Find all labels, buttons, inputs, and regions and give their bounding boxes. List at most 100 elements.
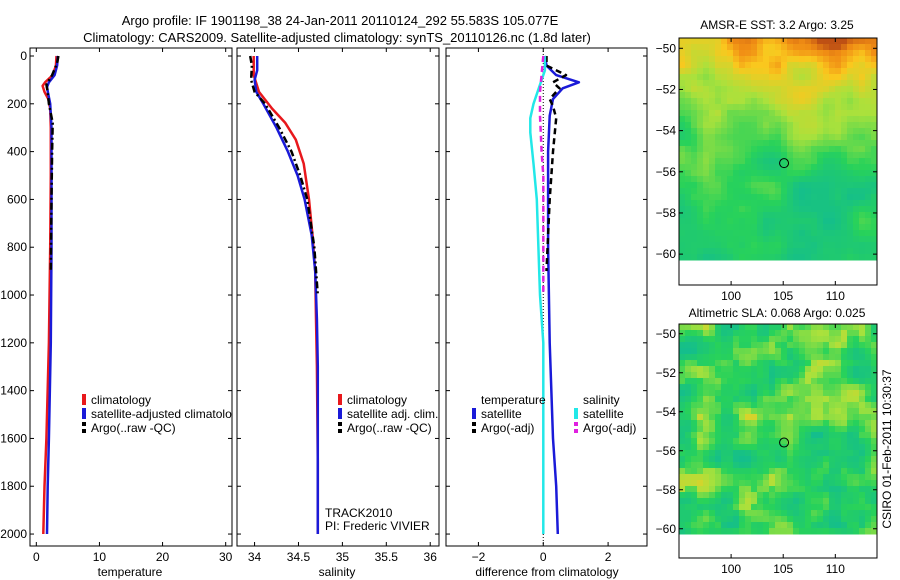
map-cell	[685, 324, 692, 331]
map-cell	[835, 146, 842, 153]
map-cell	[733, 212, 740, 219]
map-cell	[817, 146, 824, 153]
map-cell	[805, 200, 812, 207]
map-cell	[811, 384, 818, 391]
map-cell	[709, 414, 716, 421]
map-cell	[811, 38, 818, 45]
map-cell	[793, 354, 800, 361]
map-cell	[709, 384, 716, 391]
map-cell	[691, 324, 698, 331]
map-cell	[829, 516, 836, 523]
map-cell	[703, 128, 710, 135]
map-cell	[799, 480, 806, 487]
temperature-legend: climatology satellite-adjusted climatolo…	[82, 393, 232, 435]
map-cell	[811, 218, 818, 225]
map-cell	[715, 492, 722, 499]
map-cell	[853, 86, 860, 93]
map-cell	[733, 242, 740, 249]
map-cell	[841, 104, 848, 111]
map-cell	[733, 254, 740, 261]
map-cell	[805, 510, 812, 517]
map-cell	[829, 50, 836, 57]
map-cell	[739, 86, 746, 93]
map-cell	[757, 74, 764, 81]
map-cell	[727, 438, 734, 445]
map-cell	[787, 480, 794, 487]
y-tick-label: −58	[656, 483, 677, 497]
map-cell	[847, 372, 854, 379]
map-cell	[709, 158, 716, 165]
map-cell	[685, 402, 692, 409]
map-cell	[787, 360, 794, 367]
map-cell	[793, 402, 800, 409]
map-cell	[793, 522, 800, 529]
map-cell	[745, 330, 752, 337]
map-cell	[697, 122, 704, 129]
map-cell	[817, 152, 824, 159]
map-cell	[793, 50, 800, 57]
map-cell	[841, 438, 848, 445]
map-cell	[853, 480, 860, 487]
map-cell	[817, 92, 824, 99]
map-cell	[829, 354, 836, 361]
map-cell	[853, 420, 860, 427]
map-cell	[823, 158, 830, 165]
map-cell	[733, 492, 740, 499]
map-cell	[817, 474, 824, 481]
map-cell	[685, 420, 692, 427]
map-cell	[871, 56, 878, 63]
map-cell	[859, 188, 866, 195]
map-cell	[853, 348, 860, 355]
map-cell	[787, 492, 794, 499]
map-cell	[835, 170, 842, 177]
map-cell	[703, 230, 710, 237]
map-cell	[727, 128, 734, 135]
map-cell	[787, 420, 794, 427]
map-cell	[811, 182, 818, 189]
map-cell	[745, 116, 752, 123]
map-cell	[835, 390, 842, 397]
map-cell	[733, 348, 740, 355]
map-cell	[751, 44, 758, 51]
map-cell	[691, 342, 698, 349]
map-cell	[769, 152, 776, 159]
map-cell	[799, 522, 806, 529]
map-cell	[817, 74, 824, 81]
map-cell	[685, 378, 692, 385]
map-cell	[781, 330, 788, 337]
map-cell	[703, 474, 710, 481]
map-cell	[787, 62, 794, 69]
map-cell	[799, 80, 806, 87]
map-cell	[679, 456, 686, 463]
y-tick-label: 1800	[0, 479, 27, 493]
map-cell	[793, 516, 800, 523]
map-cell	[823, 86, 830, 93]
map-cell	[697, 528, 704, 535]
map-cell	[691, 212, 698, 219]
map-cell	[715, 348, 722, 355]
map-cell	[835, 200, 842, 207]
map-cell	[715, 324, 722, 331]
map-cell	[823, 468, 830, 475]
map-cell	[793, 420, 800, 427]
map-cell	[853, 44, 860, 51]
map-cell	[799, 528, 806, 535]
map-cell	[865, 194, 872, 201]
map-cell	[811, 474, 818, 481]
x-tick-label: 105	[773, 562, 793, 576]
series-line-temp-satellite	[543, 55, 581, 535]
map-cell	[859, 420, 866, 427]
map-cell	[853, 384, 860, 391]
map-cell	[811, 396, 818, 403]
map-cell	[805, 134, 812, 141]
map-cell	[853, 354, 860, 361]
difference-xlabel: difference from climatology	[475, 565, 618, 579]
map-cell	[865, 474, 872, 481]
map-cell	[871, 164, 878, 171]
map-cell	[715, 212, 722, 219]
map-cell	[763, 528, 770, 535]
map-cell	[739, 62, 746, 69]
map-cell	[829, 212, 836, 219]
map-cell	[697, 254, 704, 261]
map-cell	[817, 158, 824, 165]
